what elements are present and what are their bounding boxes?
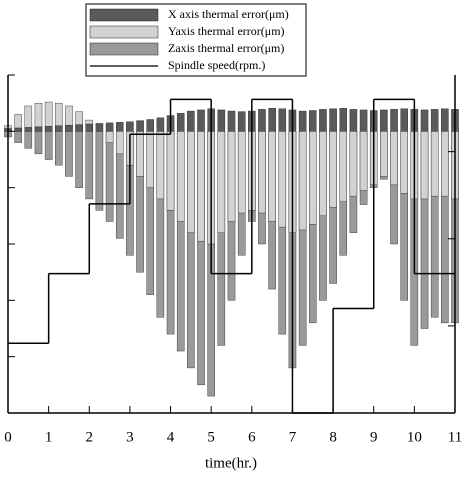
bar — [115, 122, 124, 132]
bar — [420, 109, 429, 132]
legend-label: Spindle speed(rpm.) — [168, 58, 265, 72]
bar — [75, 131, 83, 188]
bar — [55, 125, 63, 132]
x-tick-label: 3 — [126, 429, 134, 445]
legend-swatch — [89, 25, 159, 39]
bar — [339, 108, 348, 132]
legend-swatch — [89, 42, 159, 56]
bar — [217, 109, 226, 132]
x-tick-label: 10 — [407, 429, 422, 445]
bar — [187, 131, 195, 233]
bar — [278, 108, 287, 132]
bar — [24, 131, 33, 149]
bar — [319, 109, 327, 132]
x-axis-label: time(hr.) — [205, 455, 257, 471]
bar — [126, 121, 134, 132]
bar — [430, 131, 439, 197]
bar — [390, 131, 398, 186]
bar — [34, 131, 43, 155]
legend-label: Yaxis thermal error(μm) — [168, 24, 285, 38]
bar — [400, 131, 408, 194]
bar — [420, 131, 429, 200]
bar — [146, 131, 154, 188]
bar — [85, 123, 94, 132]
bar — [400, 108, 408, 132]
bar — [258, 109, 266, 132]
legend: X axis thermal error(μm) Yaxis thermal er… — [85, 3, 307, 77]
bar — [65, 131, 73, 177]
x-tick-label: 0 — [4, 429, 12, 445]
bar — [390, 109, 398, 132]
bar — [146, 119, 154, 132]
plot-area: 0 1 2 3 4 5 6 7 8 9 10 11 — [4, 74, 462, 445]
bar — [14, 131, 22, 143]
bar — [55, 131, 63, 166]
bar — [136, 120, 144, 132]
bar — [217, 131, 226, 233]
bar — [197, 131, 205, 242]
bar — [166, 131, 175, 211]
bar — [298, 131, 307, 231]
bar — [34, 126, 43, 132]
bar — [329, 108, 337, 132]
bar — [349, 131, 358, 197]
bar — [227, 110, 236, 132]
bar — [380, 131, 388, 177]
legend-label: X axis thermal error(μm) — [168, 7, 289, 21]
bar — [105, 131, 114, 222]
bar — [95, 131, 104, 211]
legend-label: Zaxis thermal error(μm) — [168, 41, 284, 55]
x-tick-label: 4 — [167, 429, 175, 445]
x-tick-label: 5 — [207, 429, 215, 445]
x-tick-label: 2 — [86, 429, 94, 445]
bar — [237, 111, 246, 132]
x-tick-label: 1 — [45, 429, 53, 445]
bar — [44, 131, 53, 160]
bar — [298, 110, 307, 132]
x-tick-label: 8 — [329, 429, 337, 445]
bar — [380, 109, 388, 132]
x-tick-label: 9 — [370, 429, 378, 445]
bar — [105, 131, 114, 143]
bar — [156, 117, 165, 132]
bar — [359, 131, 368, 191]
bar — [237, 131, 246, 214]
x-tick-label: 11 — [448, 429, 462, 445]
bar — [187, 110, 195, 132]
bar — [278, 131, 287, 228]
x-tick-label: 7 — [289, 429, 297, 445]
bar — [349, 109, 358, 132]
bar — [115, 131, 124, 155]
bar — [75, 124, 83, 132]
bar — [44, 126, 53, 132]
bar — [227, 131, 236, 222]
bar — [176, 131, 185, 222]
bar — [319, 131, 327, 217]
bar — [359, 109, 368, 132]
legend-swatch — [89, 8, 159, 22]
bar — [176, 113, 185, 132]
bar — [65, 124, 73, 132]
bar — [95, 123, 104, 132]
bar — [309, 131, 317, 225]
bar — [24, 127, 33, 132]
bar — [441, 131, 449, 197]
bar — [309, 110, 317, 132]
bar — [85, 131, 94, 200]
bar — [197, 109, 205, 132]
bar — [329, 131, 337, 208]
bar — [339, 131, 348, 202]
bar — [258, 131, 266, 214]
bar — [136, 131, 144, 177]
bar — [268, 108, 276, 132]
bar — [430, 109, 439, 132]
bar — [268, 131, 276, 222]
bar — [156, 131, 165, 200]
bar — [105, 122, 114, 132]
bar — [14, 127, 22, 132]
bar — [441, 108, 449, 132]
x-tick-label: 6 — [248, 429, 256, 445]
